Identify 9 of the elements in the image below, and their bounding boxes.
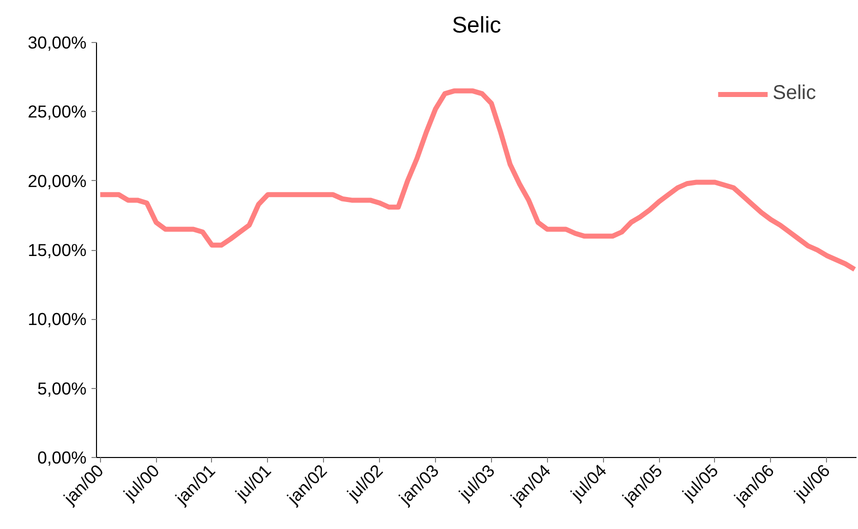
y-tick-label: 5,00% [37,378,87,398]
y-tick-label: 10,00% [28,309,87,330]
y-tick-label: 25,00% [28,102,87,122]
chart-title: Selic [452,12,502,38]
legend-label: Selic [772,82,816,105]
y-tick-label: 0,00% [37,448,87,468]
y-tick-label: 15,00% [28,240,87,260]
y-tick-label: 20,00% [28,170,87,191]
y-tick-label: 30,00% [28,32,87,52]
